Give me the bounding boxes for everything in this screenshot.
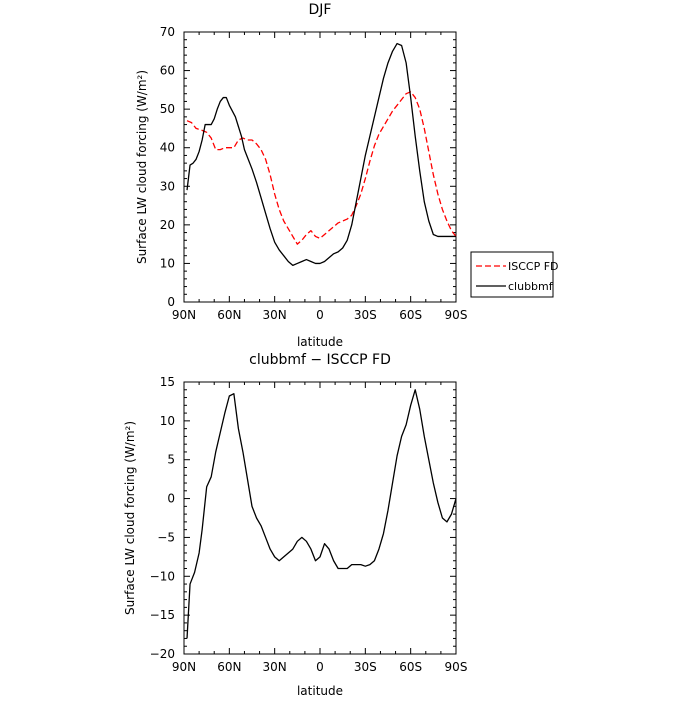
tick-group-difference: 90N 60N 30N 0 30S 60S 90S −20 −15 −10 −5 0 5 10 15 <box>150 375 468 674</box>
y-tick-label-difference: −15 <box>150 608 175 622</box>
x-tick-label-difference: 90S <box>445 660 468 674</box>
y-tick-label-difference: 10 <box>160 414 175 428</box>
y-tick-label-djf: 10 <box>160 256 175 270</box>
series-line-clubbmf <box>186 42 456 267</box>
x-tick-label-djf: 60S <box>399 308 422 322</box>
series-line-difference <box>186 389 457 639</box>
x-tick-label-djf: 90N <box>172 308 196 322</box>
legend-box <box>470 251 554 298</box>
x-tick-label-djf: 0 <box>316 308 324 322</box>
y-tick-label-difference: −10 <box>150 569 175 583</box>
y-tick-label-difference: −5 <box>157 530 175 544</box>
legend-label-isccp: ISCCP FD <box>508 260 559 273</box>
x-tick-label-difference: 30N <box>263 660 287 674</box>
y-tick-label-difference: −20 <box>150 647 175 661</box>
x-axis-title-djf: latitude <box>297 335 343 349</box>
legend-label-clubbmf: clubbmf <box>508 280 554 293</box>
x-tick-label-djf: 60N <box>217 308 241 322</box>
series-line-isccp-fd <box>186 91 457 245</box>
y-tick-label-djf: 20 <box>160 218 175 232</box>
x-tick-label-difference: 30S <box>354 660 377 674</box>
plot-frame-difference <box>183 381 457 655</box>
series-group-difference <box>186 389 457 639</box>
y-tick-label-difference: 0 <box>167 492 175 506</box>
x-tick-label-djf: 30N <box>263 308 287 322</box>
x-tick-label-djf: 30S <box>354 308 377 322</box>
x-tick-label-djf: 90S <box>445 308 468 322</box>
y-tick-label-djf: 60 <box>160 64 175 78</box>
y-tick-label-djf: 30 <box>160 179 175 193</box>
y-tick-label-djf: 50 <box>160 102 175 116</box>
panel-difference: clubbmf − ISCCP FD 90N 60N 30N 0 30S 60S 90S −2… <box>123 352 467 698</box>
y-axis-title-djf: Surface LW cloud forcing (W/m²) <box>135 70 149 264</box>
panel-title-djf: DJF <box>309 2 332 18</box>
x-axis-title-difference: latitude <box>297 684 343 698</box>
y-tick-label-difference: 5 <box>167 453 175 467</box>
y-tick-label-djf: 40 <box>160 141 175 155</box>
y-tick-label-difference: 15 <box>160 375 175 389</box>
y-tick-label-djf: 70 <box>160 25 175 39</box>
x-tick-label-difference: 0 <box>316 660 324 674</box>
series-group-djf <box>186 42 457 267</box>
panel-djf: DJF 90N 60N 30N 0 30S 60S 90S 0 10 20 30 40 50 60 70 l… <box>135 2 559 349</box>
x-tick-label-difference: 90N <box>172 660 196 674</box>
y-tick-label-djf: 0 <box>167 295 175 309</box>
legend: ISCCP FD clubbmf <box>470 251 559 298</box>
plot-frame-djf <box>183 31 457 303</box>
panel-title-difference: clubbmf − ISCCP FD <box>249 352 391 368</box>
x-tick-label-difference: 60S <box>399 660 422 674</box>
tick-group-djf: 90N 60N 30N 0 30S 60S 90S 0 10 20 30 40 50 60 70 <box>160 25 468 322</box>
y-axis-title-difference: Surface LW cloud forcing (W/m²) <box>123 421 137 615</box>
x-tick-label-difference: 60N <box>217 660 241 674</box>
